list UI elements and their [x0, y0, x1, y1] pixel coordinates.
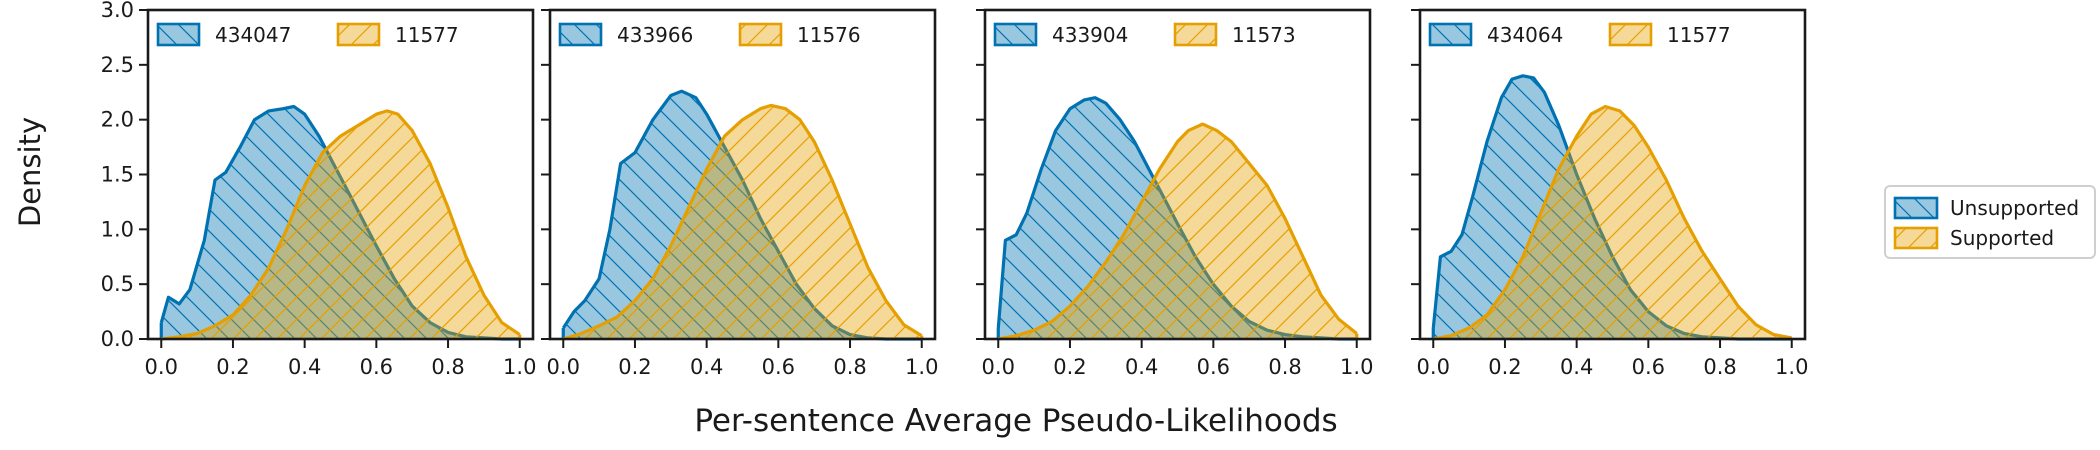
x-axis-label: Per-sentence Average Pseudo-Likelihoods — [694, 403, 1337, 439]
x-tick-label: 0.2 — [1053, 355, 1086, 379]
legend-count-label: 434047 — [215, 23, 291, 47]
density-area-hatch — [1433, 106, 1792, 339]
density-curve — [998, 122, 1358, 341]
density-area-hatch — [161, 110, 520, 340]
x-tick-label: 0.4 — [1560, 355, 1593, 379]
x-tick-label: 0.8 — [1703, 355, 1736, 379]
x-tick-label: 0.2 — [216, 355, 249, 379]
x-tick-label: 1.0 — [1775, 355, 1808, 379]
x-tick-label: 1.0 — [1340, 355, 1373, 379]
legend-swatch-outline — [336, 22, 381, 47]
density-curve — [161, 109, 521, 341]
x-tick-label: 1.0 — [905, 355, 938, 379]
x-tick-label: 0.8 — [833, 355, 866, 379]
legend-swatch-outline — [1428, 22, 1473, 47]
legend-swatch-outline — [558, 22, 603, 47]
x-tick-label: 1.0 — [503, 355, 536, 379]
legend-swatch-outline — [738, 22, 783, 47]
density-curve — [562, 103, 923, 341]
x-tick-label: 0.6 — [1632, 355, 1665, 379]
panel-legend: 434047 11577 — [156, 22, 459, 47]
x-tick-label: 0.0 — [1417, 355, 1450, 379]
y-tick-label: 1.0 — [101, 217, 134, 241]
panels: 0.0 0.2 0.4 0.6 0.8 1.0 0.0 0.5 1.0 1.5 2.0 2.5 3.0 4… — [101, 0, 1809, 379]
y-tick-label: 2.0 — [101, 108, 134, 132]
x-tick-label: 0.8 — [1268, 355, 1301, 379]
legend-count-label: 11576 — [797, 23, 861, 47]
legend-count-label: 11573 — [1232, 23, 1296, 47]
figure-legend: Unsupported Supported — [1884, 185, 2096, 259]
y-axis-label: Density — [13, 117, 47, 227]
x-tick-label: 0.0 — [982, 355, 1015, 379]
legend-count-label: 433904 — [1052, 23, 1128, 47]
panel-2: 0.0 0.2 0.4 0.6 0.8 1.0 433966 11576 — [541, 8, 938, 379]
y-tick-label: 3.0 — [101, 0, 134, 22]
legend-count-label: 434064 — [1487, 23, 1563, 47]
series-supported-2 — [562, 103, 924, 341]
series-supported-4 — [1433, 104, 1794, 341]
legend-count-label: 11577 — [395, 23, 459, 47]
series-supported-1 — [161, 109, 522, 341]
y-tick-label: 2.5 — [101, 53, 134, 77]
panel-legend: 433904 11573 — [993, 22, 1296, 47]
panel-legend: 434064 11577 — [1428, 22, 1731, 47]
legend-label-supported: Supported — [1950, 226, 2054, 250]
density-area-hatch — [998, 97, 1357, 339]
legend-swatch-outline — [1893, 226, 1939, 250]
panel-1: 0.0 0.2 0.4 0.6 0.8 1.0 0.0 0.5 1.0 1.5 2.0 2.5 3.0 4… — [101, 0, 537, 379]
x-tick-label: 0.2 — [618, 355, 651, 379]
x-tick-label: 0.0 — [145, 355, 178, 379]
y-tick-label: 0.5 — [101, 272, 134, 296]
x-tick-label: 0.8 — [431, 355, 464, 379]
legend-count-label: 11577 — [1667, 23, 1731, 47]
legend-label-unsupported: Unsupported — [1950, 196, 2079, 220]
density-area-hatch — [998, 124, 1357, 339]
panel-3: 0.0 0.2 0.4 0.6 0.8 1.0 433904 11573 — [976, 8, 1373, 379]
x-tick-label: 0.2 — [1488, 355, 1521, 379]
y-tick-label: 0.0 — [101, 327, 134, 351]
x-tick-label: 0.6 — [762, 355, 795, 379]
legend-swatch-outline — [156, 22, 201, 47]
panel-legend: 433966 11576 — [558, 22, 861, 47]
y-tick-label: 1.5 — [101, 163, 134, 187]
density-curve — [1433, 104, 1792, 341]
x-tick-label: 0.4 — [1125, 355, 1158, 379]
legend-swatch-outline — [1893, 196, 1939, 220]
legend-swatch-outline — [1173, 22, 1218, 47]
x-tick-label: 0.4 — [288, 355, 321, 379]
x-tick-label: 0.4 — [690, 355, 723, 379]
legend-swatch-outline — [1608, 22, 1653, 47]
x-tick-label: 0.0 — [547, 355, 580, 379]
legend-swatch-outline — [993, 22, 1038, 47]
legend-count-label: 433966 — [617, 23, 693, 47]
x-tick-label: 0.6 — [1197, 355, 1230, 379]
x-tick-label: 0.6 — [360, 355, 393, 379]
panel-4: 0.0 0.2 0.4 0.6 0.8 1.0 434064 11577 — [1411, 8, 1808, 379]
